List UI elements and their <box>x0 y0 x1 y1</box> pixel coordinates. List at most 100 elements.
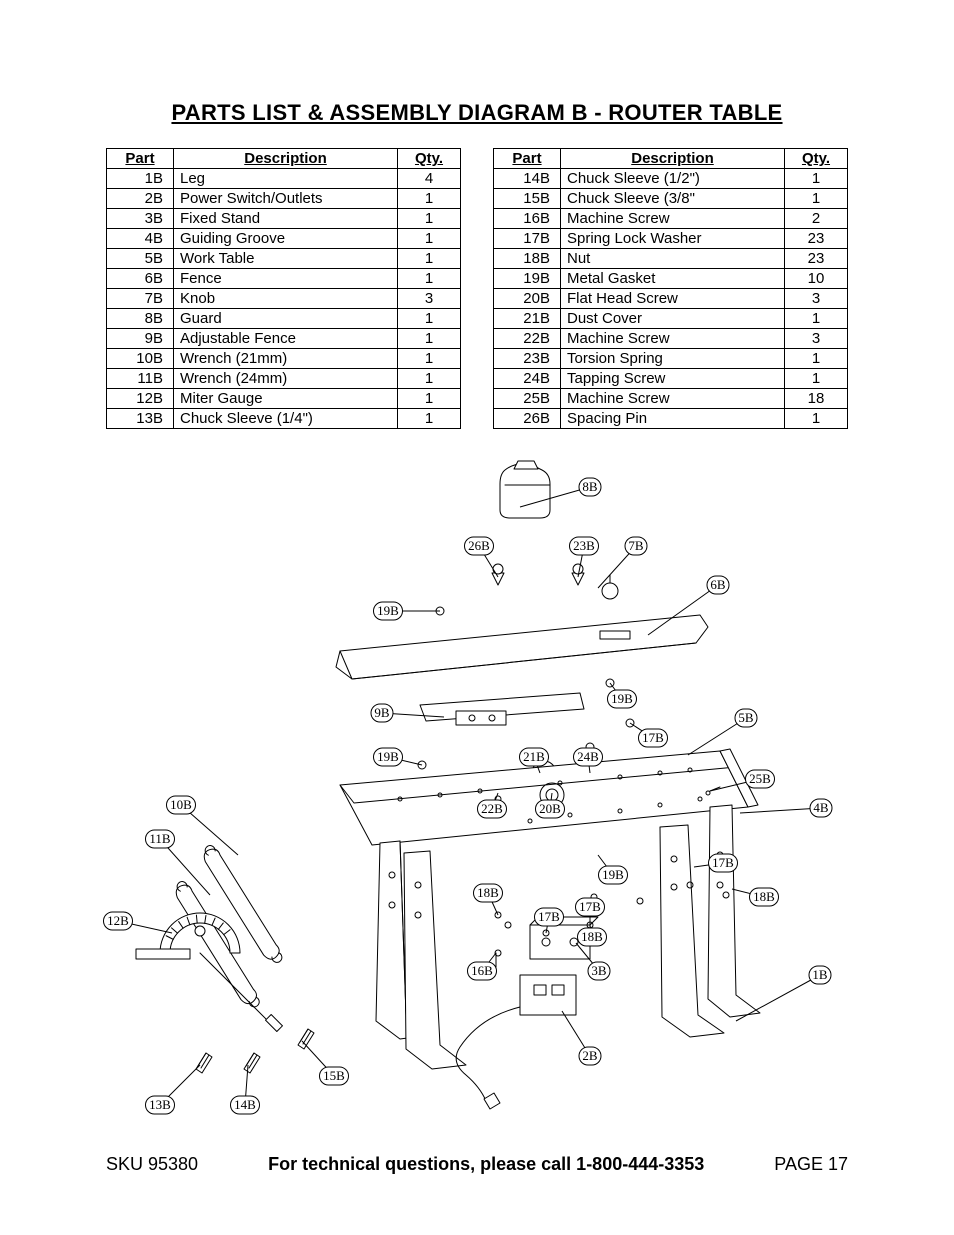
cell-part: 11B <box>107 369 174 389</box>
table-row: 22BMachine Screw3 <box>494 329 848 349</box>
callout-label: 13B <box>149 1097 171 1112</box>
parts-tables-row: Part Description Qty. 1BLeg42BPower Swit… <box>106 148 848 429</box>
cell-description: Adjustable Fence <box>174 329 398 349</box>
table-row: 12BMiter Gauge1 <box>107 389 461 409</box>
cell-description: Knob <box>174 289 398 309</box>
table-row: 23BTorsion Spring1 <box>494 349 848 369</box>
callout-label: 17B <box>538 909 560 924</box>
page: PARTS LIST & ASSEMBLY DIAGRAM B - ROUTER… <box>0 0 954 1235</box>
col-part: Part <box>494 149 561 169</box>
cell-qty: 1 <box>398 189 461 209</box>
col-description: Description <box>174 149 398 169</box>
callout-label: 5B <box>738 710 754 725</box>
cell-description: Torsion Spring <box>561 349 785 369</box>
table-row: 20BFlat Head Screw3 <box>494 289 848 309</box>
cell-part: 24B <box>494 369 561 389</box>
table-row: 8BGuard1 <box>107 309 461 329</box>
callout-label: 17B <box>642 730 664 745</box>
cell-qty: 1 <box>398 209 461 229</box>
callout-label: 11B <box>149 831 171 846</box>
cell-description: Wrench (21mm) <box>174 349 398 369</box>
parts-table-right: Part Description Qty. 14BChuck Sleeve (1… <box>493 148 848 429</box>
cell-description: Machine Screw <box>561 389 785 409</box>
table-row: 18BNut23 <box>494 249 848 269</box>
callout-label: 15B <box>323 1068 345 1083</box>
table-row: 26BSpacing Pin1 <box>494 409 848 429</box>
cell-qty: 1 <box>398 309 461 329</box>
cell-part: 23B <box>494 349 561 369</box>
callout-label: 17B <box>712 855 734 870</box>
cell-part: 2B <box>107 189 174 209</box>
cell-part: 21B <box>494 309 561 329</box>
cell-description: Metal Gasket <box>561 269 785 289</box>
callout-label: 9B <box>374 705 390 720</box>
cell-description: Work Table <box>174 249 398 269</box>
cell-qty: 2 <box>785 209 848 229</box>
callout-label: 24B <box>577 749 599 764</box>
page-footer: SKU 95380 For technical questions, pleas… <box>106 1154 848 1175</box>
cell-description: Chuck Sleeve (1/4") <box>174 409 398 429</box>
cell-part: 6B <box>107 269 174 289</box>
cell-qty: 4 <box>398 169 461 189</box>
cell-qty: 10 <box>785 269 848 289</box>
cell-part: 18B <box>494 249 561 269</box>
cell-description: Spring Lock Washer <box>561 229 785 249</box>
callout-label: 22B <box>481 801 503 816</box>
cell-part: 9B <box>107 329 174 349</box>
cell-description: Wrench (24mm) <box>174 369 398 389</box>
cell-description: Leg <box>174 169 398 189</box>
cell-part: 19B <box>494 269 561 289</box>
cell-part: 26B <box>494 409 561 429</box>
cell-part: 1B <box>107 169 174 189</box>
cell-description: Machine Screw <box>561 329 785 349</box>
cell-description: Nut <box>561 249 785 269</box>
table-row: 10BWrench (21mm)1 <box>107 349 461 369</box>
table-row: 17BSpring Lock Washer23 <box>494 229 848 249</box>
callout-label: 16B <box>471 963 493 978</box>
col-qty: Qty. <box>398 149 461 169</box>
cell-qty: 3 <box>785 329 848 349</box>
cell-part: 13B <box>107 409 174 429</box>
table-row: 7BKnob3 <box>107 289 461 309</box>
cell-part: 8B <box>107 309 174 329</box>
parts-table-left: Part Description Qty. 1BLeg42BPower Swit… <box>106 148 461 429</box>
diagram-svg: 8B26B23B7B6B19B9B19B17B5B19B21B24B25B10B… <box>100 455 842 1115</box>
table-row: 25BMachine Screw18 <box>494 389 848 409</box>
cell-description: Guiding Groove <box>174 229 398 249</box>
tech-support-text: For technical questions, please call 1-8… <box>268 1154 704 1175</box>
cell-part: 25B <box>494 389 561 409</box>
table-row: 4BGuiding Groove1 <box>107 229 461 249</box>
table-row: 1BLeg4 <box>107 169 461 189</box>
table-row: 6BFence1 <box>107 269 461 289</box>
callout-label: 26B <box>468 538 490 553</box>
callout-label: 25B <box>749 771 771 786</box>
page-number: PAGE 17 <box>774 1154 848 1175</box>
cell-part: 15B <box>494 189 561 209</box>
cell-qty: 1 <box>398 349 461 369</box>
cell-qty: 1 <box>398 249 461 269</box>
cell-qty: 1 <box>785 189 848 209</box>
cell-description: Fixed Stand <box>174 209 398 229</box>
callout-label: 19B <box>377 749 399 764</box>
cell-description: Chuck Sleeve (1/2") <box>561 169 785 189</box>
cell-description: Spacing Pin <box>561 409 785 429</box>
cell-qty: 1 <box>785 349 848 369</box>
cell-part: 16B <box>494 209 561 229</box>
table-row: 2BPower Switch/Outlets1 <box>107 189 461 209</box>
cell-part: 5B <box>107 249 174 269</box>
table-row: 3BFixed Stand1 <box>107 209 461 229</box>
cell-qty: 1 <box>398 369 461 389</box>
cell-qty: 3 <box>785 289 848 309</box>
table-row: 21BDust Cover1 <box>494 309 848 329</box>
cell-qty: 1 <box>398 389 461 409</box>
cell-description: Guard <box>174 309 398 329</box>
callout-label: 19B <box>377 603 399 618</box>
cell-description: Tapping Screw <box>561 369 785 389</box>
cell-qty: 1 <box>398 229 461 249</box>
callout-label: 4B <box>813 800 829 815</box>
cell-description: Chuck Sleeve (3/8" <box>561 189 785 209</box>
cell-description: Flat Head Screw <box>561 289 785 309</box>
cell-qty: 1 <box>785 309 848 329</box>
col-qty: Qty. <box>785 149 848 169</box>
sku-label: SKU 95380 <box>106 1154 198 1175</box>
